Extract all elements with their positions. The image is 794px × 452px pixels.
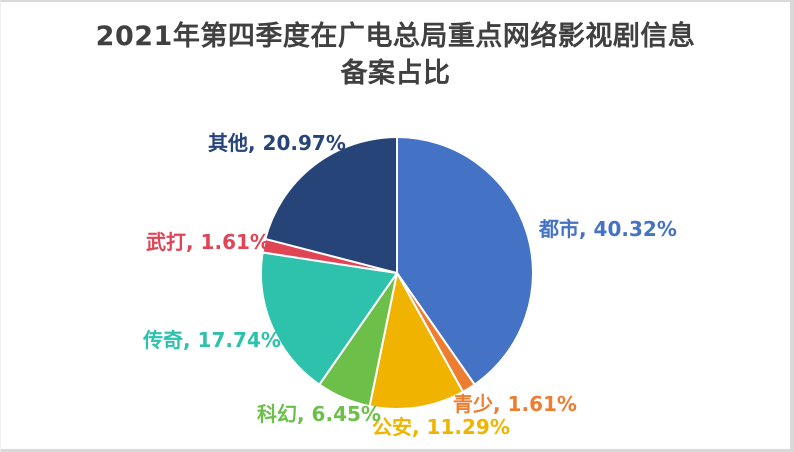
data-label-urban: 都市, 40.32% [539,217,677,241]
chart-title-line1: 2021年第四季度在广电总局重点网络影视剧信息 [95,21,696,52]
data-label-youth: 青少, 1.61% [453,392,577,416]
pie-slice-other [264,136,398,274]
chart-title-line2: 备案占比 [340,58,451,89]
data-label-public-security: 公安, 11.29% [372,415,510,439]
chart-title: 2021年第四季度在广电总局重点网络影视剧信息 备案占比 [1,18,790,92]
data-label-sci-fi: 科幻, 6.45% [257,402,381,426]
data-label-martial-arts: 武打, 1.61% [146,230,270,254]
data-label-other: 其他, 20.97% [208,131,346,155]
pie-slice-public-security [368,272,465,410]
data-label-legend: 传奇, 17.74% [143,328,281,352]
pie-slice-legend [260,251,398,386]
pie-slice-urban [396,136,534,386]
